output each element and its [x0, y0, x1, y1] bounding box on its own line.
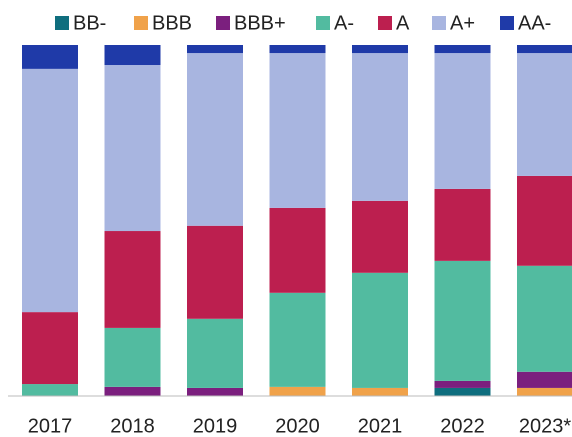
x-tick-label: 2020 [275, 415, 320, 437]
legend-label: BBB+ [234, 12, 286, 34]
legend-swatch [55, 16, 69, 30]
bar-segment [352, 200, 408, 273]
bar-segment [187, 225, 243, 319]
bar-segment [269, 386, 326, 396]
bar-segment [517, 265, 572, 372]
legend-swatch [378, 16, 392, 30]
bar-segment [104, 45, 161, 66]
x-tick-label: 2019 [193, 415, 238, 437]
bar-segment [104, 386, 161, 396]
bar-segment [434, 53, 491, 189]
bar-segment [352, 387, 408, 396]
legend-label: BB- [73, 12, 106, 34]
bar-segment [187, 318, 243, 388]
x-tick-label: 2022 [440, 415, 485, 437]
legend-label: A+ [450, 12, 475, 34]
legend-swatch [500, 16, 514, 30]
bar-segment [517, 387, 572, 396]
legend-swatch [316, 16, 330, 30]
x-tick-label: 2017 [28, 415, 73, 437]
bar-segment [22, 384, 78, 396]
bar-segment [187, 387, 243, 396]
legend-label: A- [334, 12, 354, 34]
bar-segment [22, 68, 78, 313]
bar-segment [434, 260, 491, 381]
bar-segment [434, 387, 491, 396]
legend-swatch [216, 16, 230, 30]
legend-label: A [396, 12, 410, 34]
legend-swatch [432, 16, 446, 30]
bar-segment [517, 53, 572, 176]
x-tick-label: 2021 [358, 415, 403, 437]
bar-segment [22, 45, 78, 69]
bar-segment [352, 53, 408, 201]
legend-label: BBB [152, 12, 192, 34]
bar-segment [517, 175, 572, 266]
bar-segment [352, 45, 408, 54]
bar-segment [269, 45, 326, 54]
bar-segment [104, 65, 161, 232]
bar-segment [269, 292, 326, 387]
bar-segment [434, 45, 491, 54]
bar-segment [517, 45, 572, 54]
x-tick-label: 2023* [519, 415, 571, 437]
bar-segment [22, 312, 78, 385]
legend-label: AA- [518, 12, 551, 34]
legend-swatch [134, 16, 148, 30]
bar-segment [187, 53, 243, 226]
bar-segment [352, 272, 408, 388]
bar-segment [187, 45, 243, 54]
bar-segment [104, 231, 161, 328]
bar-segment [434, 188, 491, 261]
bar-segment [517, 371, 572, 388]
bar-segment [104, 327, 161, 387]
bar-segment [269, 53, 326, 208]
bar-segment [434, 380, 491, 388]
x-tick-label: 2018 [110, 415, 155, 437]
bar-segment [269, 207, 326, 293]
